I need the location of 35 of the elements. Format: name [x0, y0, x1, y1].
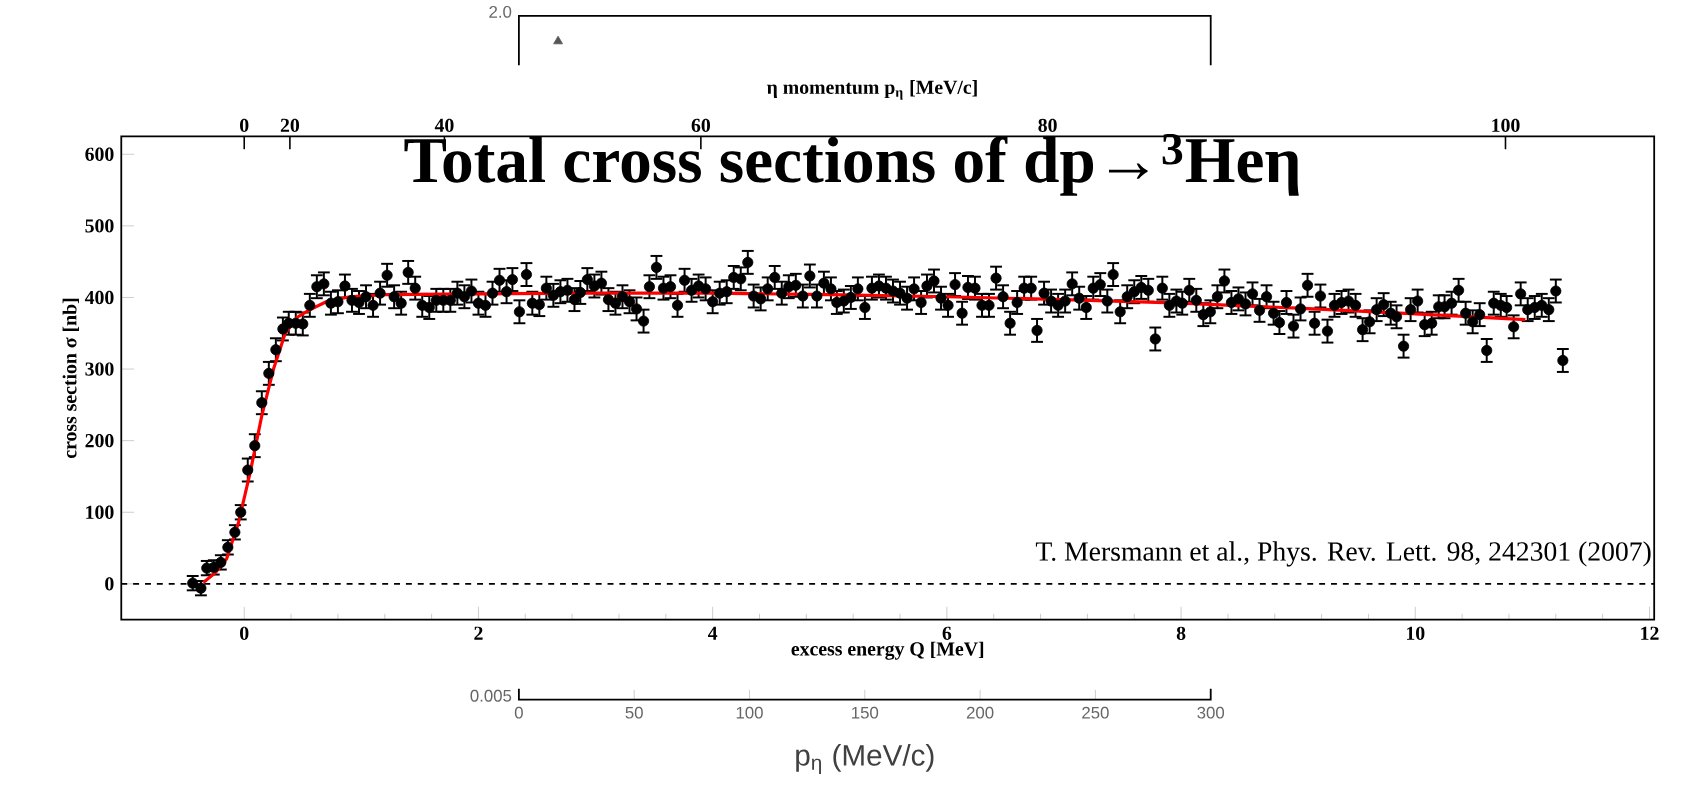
text: 20	[280, 118, 300, 133]
y-axis-title: cross section σ [nb]	[62, 299, 79, 459]
chart-title: Total cross sections of dp→$^{3}$Heη	[404, 134, 1299, 197]
text: 100	[1492, 118, 1520, 133]
x-tick-label: 10	[1406, 626, 1425, 641]
y-tick-label: 0	[105, 577, 114, 591]
x-axis-title: excess energy Q [MeV]	[791, 641, 984, 660]
x-tick-label: 8	[1176, 626, 1186, 641]
x-tick-label: 50	[625, 706, 643, 719]
y-tick-label: 100	[86, 505, 114, 520]
annotation: 80	[1038, 118, 1057, 133]
y-tick-label: 600	[85, 147, 114, 162]
x-tick-label: 4	[708, 626, 718, 640]
x-tick-label: 150	[852, 706, 879, 719]
x-tick-label: 200	[966, 706, 994, 719]
y-tick-label: 0.005	[470, 690, 512, 702]
y-tick-label: 500	[85, 219, 114, 233]
x-tick-label: 0	[514, 706, 523, 719]
y-tick-label: 300	[85, 362, 114, 376]
x-axis-title: p$_{η}$ (MeV/c)	[796, 744, 934, 775]
y-tick-label: 2.0	[489, 6, 512, 18]
x-tick-label: 250	[1082, 706, 1109, 719]
text: 0	[240, 118, 249, 133]
text: 40	[434, 118, 454, 133]
x-tick-label: 100	[736, 706, 763, 719]
x2-axis-title: η momentum p$_{η}$ [MeV/c]	[766, 80, 977, 100]
y-tick-label: 400	[84, 291, 114, 305]
x-tick-label: 2	[474, 626, 483, 640]
y-tick-label: 200	[85, 434, 114, 448]
x-tick-label: 6	[942, 626, 952, 641]
annotation: T. Mersmann et al., Phys. Rev. Lett. 98, 242301 (2007)	[1035, 541, 1651, 567]
x-tick-label: 300	[1197, 706, 1225, 719]
x-tick-label: 0	[240, 626, 249, 641]
x-tick-label: 12	[1641, 626, 1659, 640]
annotation: 60	[691, 118, 711, 133]
